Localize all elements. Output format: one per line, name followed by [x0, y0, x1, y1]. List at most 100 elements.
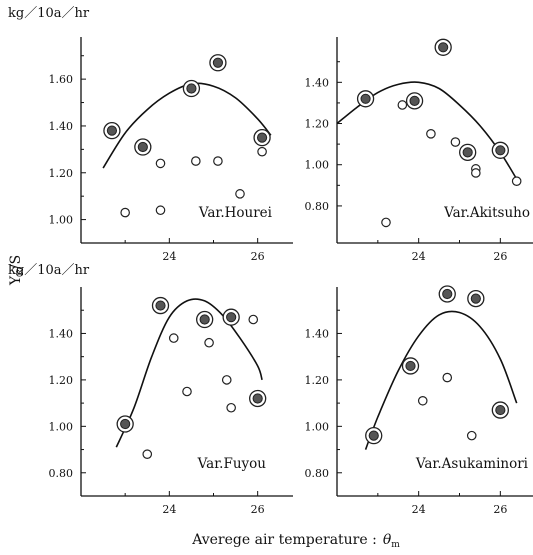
svg-text:Averege air temperature :θm: Averege air temperature : θm [191, 532, 400, 550]
y-tick-label: 1.00 [305, 420, 330, 433]
data-point-circled [434, 38, 452, 56]
data-point-open [142, 449, 153, 459]
y-tick-label: 1.20 [49, 167, 74, 180]
data-point-circled [222, 308, 240, 326]
data-point-circled [438, 285, 456, 303]
data-point-inner-dot [368, 430, 379, 441]
data-point-inner-dot [438, 42, 449, 53]
data-point-circled [491, 141, 509, 159]
x-tick-label: 26 [493, 250, 507, 263]
data-point-circled [116, 415, 134, 433]
data-point-open [426, 129, 436, 139]
x-tick-label: 24 [412, 250, 426, 263]
y-tick-label: 1.40 [305, 327, 330, 340]
data-point-inner-dot [462, 147, 473, 158]
data-point-inner-dot [360, 93, 371, 104]
x-label-symbol-sub: m [391, 540, 400, 550]
fitted-curve [102, 82, 272, 169]
data-point-circled [253, 129, 271, 147]
data-point-inner-dot [252, 393, 263, 404]
data-point-open [120, 207, 130, 218]
y-label-tail: /S [8, 255, 24, 269]
data-point-circled [151, 296, 170, 315]
panel-var-asukaminori: 0.80 1.00 1.20 1.40 24 26 Var.Asukaminori [305, 285, 533, 516]
x-tick-label: 26 [251, 250, 265, 263]
data-point-inner-dot [470, 293, 481, 304]
data-point-circled [365, 426, 383, 445]
data-point-inner-dot [256, 132, 268, 143]
y-tick-label: 0.80 [49, 467, 74, 480]
y-tick-label: 1.40 [49, 327, 74, 340]
x-label-text: Averege air temperature : [191, 532, 377, 548]
variety-label: Var.Akitsuho [443, 205, 530, 221]
data-point-inner-dot [442, 288, 453, 300]
y-tick-label: 1.40 [49, 120, 74, 133]
data-point-open [471, 168, 481, 178]
data-point-open [221, 375, 232, 385]
data-point-circled [405, 92, 424, 110]
data-point-open [442, 372, 453, 383]
data-point-inner-dot [155, 300, 166, 311]
data-point-circled [249, 389, 267, 408]
data-point-open [168, 333, 179, 343]
unit-label-bottom: kg／10a／hr [8, 263, 90, 278]
data-point-inner-dot [106, 125, 118, 136]
data-point-open [397, 100, 408, 110]
data-point-inner-dot [405, 360, 416, 372]
panel-var-akitsuho: 0.80 1.00 1.20 1.40 24 26 Var.Akitsuho [305, 37, 533, 263]
data-point-inner-dot [137, 141, 148, 153]
data-point-circled [196, 310, 214, 329]
data-point-inner-dot [199, 314, 210, 325]
data-point-open [466, 430, 477, 441]
x-tick-label: 26 [493, 503, 507, 516]
data-point-circled [209, 54, 227, 72]
x-tick-label: 26 [251, 503, 265, 516]
variety-label: Var.Asukaminori [415, 456, 529, 472]
data-point-open [248, 314, 259, 325]
x-label-symbol: θ [383, 532, 392, 548]
data-point-circled [401, 357, 420, 375]
svg-text:YR/S: YR/S [8, 255, 26, 286]
panel-var-hourei: 1.00 1.20 1.40 1.60 24 26 Var.Hourei [49, 37, 293, 263]
variety-label: Var.Hourei [198, 205, 273, 221]
data-point-circled [134, 138, 152, 156]
data-point-inner-dot [120, 418, 131, 430]
data-point-open [204, 337, 214, 348]
data-point-open [226, 402, 236, 413]
x-tick-label: 24 [162, 250, 176, 263]
y-tick-label: 1.00 [49, 214, 74, 227]
y-tick-label: 1.00 [305, 159, 330, 172]
data-point-circled [182, 79, 201, 98]
data-point-open [235, 189, 245, 199]
y-tick-label: 0.80 [305, 467, 330, 480]
x-axis-label: Averege air temperature : θm [191, 532, 400, 550]
data-point-circled [491, 401, 509, 419]
y-tick-label: 1.20 [49, 374, 74, 387]
data-point-open [511, 176, 522, 186]
data-point-circled [459, 143, 477, 162]
y-label-main: Y [8, 275, 24, 286]
data-point-open [155, 205, 166, 216]
y-tick-label: 1.00 [49, 420, 74, 433]
data-point-open [191, 156, 201, 166]
data-point-open [450, 137, 461, 147]
data-point-circled [103, 121, 121, 140]
x-tick-label: 24 [412, 503, 426, 516]
data-point-open [182, 386, 192, 397]
data-point-circled [356, 90, 375, 108]
data-point-open [213, 156, 223, 166]
y-tick-label: 0.80 [305, 200, 330, 213]
fitted-curve [364, 310, 518, 450]
unit-label-top: kg／10a／hr [8, 6, 90, 21]
data-point-circled [467, 289, 485, 308]
data-point-open [155, 158, 166, 169]
data-point-inner-dot [495, 145, 506, 156]
y-tick-label: 1.20 [305, 374, 330, 387]
data-point-open [381, 217, 391, 228]
data-point-inner-dot [409, 95, 420, 106]
y-label-sub: R [16, 269, 26, 276]
fitted-curve [115, 298, 263, 448]
panel-var-fuyou: 0.80 1.00 1.20 1.40 24 26 Var.Fuyou [49, 287, 293, 516]
y-tick-label: 1.60 [49, 73, 74, 86]
x-tick-label: 24 [162, 503, 176, 516]
